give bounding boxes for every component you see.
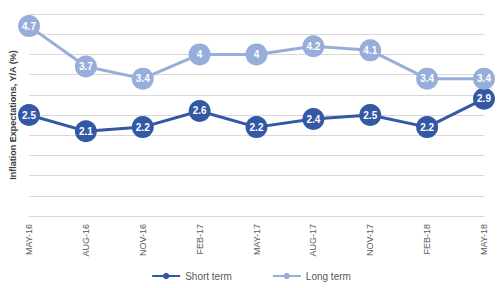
svg-text:Long term: Long term bbox=[306, 271, 351, 282]
svg-text:FEB-17: FEB-17 bbox=[195, 224, 205, 255]
svg-text:2.6: 2.6 bbox=[193, 105, 207, 116]
svg-text:2.2: 2.2 bbox=[250, 122, 264, 133]
svg-text:2.5: 2.5 bbox=[363, 110, 377, 121]
svg-text:3.7: 3.7 bbox=[79, 61, 93, 72]
svg-text:4: 4 bbox=[254, 49, 260, 60]
svg-text:AUG-16: AUG-16 bbox=[81, 224, 91, 257]
svg-text:NOV-17: NOV-17 bbox=[365, 224, 375, 256]
svg-text:2.9: 2.9 bbox=[477, 93, 491, 104]
svg-text:2.4: 2.4 bbox=[306, 114, 320, 125]
svg-text:MAY-17: MAY-17 bbox=[252, 224, 262, 255]
svg-text:3.4: 3.4 bbox=[136, 73, 150, 84]
svg-text:Short term: Short term bbox=[185, 271, 232, 282]
svg-text:3.4: 3.4 bbox=[420, 73, 434, 84]
svg-text:2.5: 2.5 bbox=[22, 110, 36, 121]
svg-text:AUG-17: AUG-17 bbox=[308, 224, 318, 257]
svg-text:MAY-16: MAY-16 bbox=[24, 224, 34, 255]
svg-text:NOV-16: NOV-16 bbox=[138, 224, 148, 256]
svg-text:2.2: 2.2 bbox=[136, 122, 150, 133]
svg-text:MAY-18: MAY-18 bbox=[479, 224, 489, 255]
svg-text:FEB-18: FEB-18 bbox=[422, 224, 432, 255]
svg-text:2.2: 2.2 bbox=[420, 122, 434, 133]
svg-text:4.2: 4.2 bbox=[306, 41, 320, 52]
svg-text:Inflation Expectations, Y/A (%: Inflation Expectations, Y/A (%) bbox=[8, 50, 18, 180]
svg-text:3.4: 3.4 bbox=[477, 73, 491, 84]
svg-text:2.1: 2.1 bbox=[79, 126, 93, 137]
svg-text:4.7: 4.7 bbox=[22, 21, 36, 32]
svg-text:4: 4 bbox=[197, 49, 203, 60]
svg-text:4.1: 4.1 bbox=[363, 45, 377, 56]
